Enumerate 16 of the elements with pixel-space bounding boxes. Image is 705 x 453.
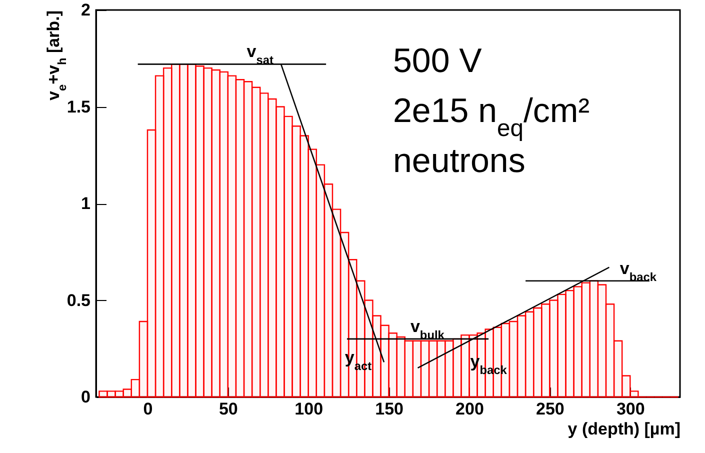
annotation: 2e15 n$_{eq}$/cm² [393, 92, 590, 142]
y-tick-label: 0 [81, 388, 90, 406]
x-tick-label: 0 [143, 400, 153, 418]
y-tick-label: 0.5 [66, 290, 90, 310]
y-tick-label: 1.5 [66, 97, 90, 116]
x-tick-label: 200 [456, 400, 484, 418]
annotation: 500 V [393, 42, 482, 80]
x-tick-label: 50 [218, 400, 238, 418]
y-tick-label: 1 [81, 194, 90, 213]
annotation: neutrons [393, 142, 526, 180]
x-tick-label: 300 [616, 400, 645, 418]
x-axis-title: y (depth) [µm] [568, 420, 680, 438]
x-tick-label: 150 [375, 400, 404, 418]
x-tick-label: 250 [536, 400, 564, 418]
y-tick-label: 2 [81, 0, 90, 20]
x-tick-label: 100 [294, 400, 324, 418]
